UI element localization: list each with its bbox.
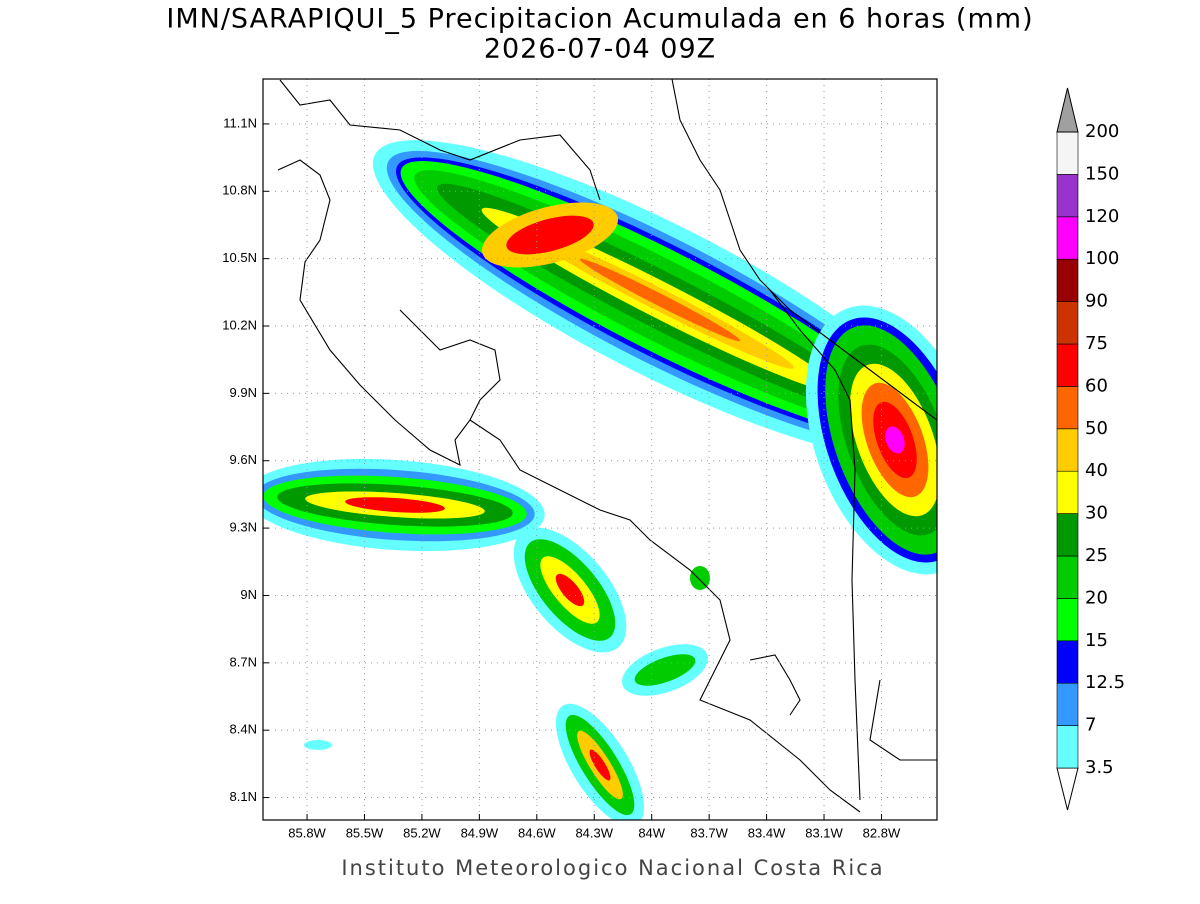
title: IMN/SARAPIQUI_5 Precipitacion Acumulada … <box>166 4 1033 35</box>
lon-label: 85.2W <box>403 825 441 840</box>
colorbar-label: 60 <box>1085 375 1108 396</box>
colorbar-segment <box>1056 131 1079 175</box>
lon-label: 84.6W <box>518 825 556 840</box>
colorbar-label: 12.5 <box>1085 672 1125 693</box>
precipitation-field <box>263 79 937 820</box>
lat-label: 10.8N <box>222 183 257 198</box>
footer: Instituto Meteorologico Nacional Costa R… <box>341 856 884 880</box>
colorbar-segment <box>1056 555 1079 599</box>
lat-label: 8.4N <box>230 722 257 737</box>
colorbar-label: 15 <box>1085 630 1108 651</box>
colorbar-segment <box>1056 725 1079 769</box>
colorbar-segment <box>1056 470 1079 514</box>
colorbar-label: 30 <box>1085 503 1108 524</box>
lat-label: 10.2N <box>222 317 257 332</box>
lon-label: 83.1W <box>805 825 843 840</box>
colorbar-label: 25 <box>1085 545 1108 566</box>
colorbar-segment <box>1056 428 1079 472</box>
lat-label: 10.5N <box>222 250 257 265</box>
lon-label: 83.4W <box>748 825 786 840</box>
colorbar-label: 150 <box>1085 163 1119 184</box>
lon-label: 84.3W <box>575 825 613 840</box>
colorbar: 3.5 7 12.5 15 20 25 30 40 50 60 75 90 100 120 150 200 <box>1056 87 1125 811</box>
colorbar-segment <box>1056 682 1079 726</box>
lon-label: 84.9W <box>461 825 499 840</box>
lat-label: 9.9N <box>230 385 257 400</box>
colorbar-segment <box>1056 640 1079 684</box>
colorbar-end <box>1056 767 1079 811</box>
lat-label: 9N <box>240 587 257 602</box>
colorbar-end <box>1056 87 1079 133</box>
lat-label: 8.7N <box>230 654 257 669</box>
colorbar-label: 200 <box>1085 121 1119 142</box>
lon-label: 83.7W <box>690 825 728 840</box>
colorbar-segment <box>1056 598 1079 642</box>
grid: 11.1N 10.8N 10.5N 10.2N 9.9N 9.6N 9.3N 9N 8.7N 8.… <box>222 79 937 840</box>
colorbar-label: 20 <box>1085 587 1108 608</box>
lat-label: 9.6N <box>230 452 257 467</box>
colorbar-segment <box>1056 301 1079 345</box>
lat-label: 9.3N <box>230 520 257 535</box>
colorbar-label: 3.5 <box>1085 757 1114 778</box>
colorbar-label: 100 <box>1085 248 1119 269</box>
subtitle: 2026-07-04 09Z <box>484 34 716 65</box>
lat-label: 11.1N <box>223 115 257 130</box>
colorbar-segment <box>1056 386 1079 430</box>
colorbar-label: 90 <box>1085 291 1108 312</box>
colorbar-segment <box>1056 513 1079 557</box>
map-frame <box>262 78 938 821</box>
colorbar-segment <box>1056 343 1079 387</box>
lon-label: 84W <box>638 825 665 840</box>
lon-label: 85.5W <box>346 825 384 840</box>
colorbar-segment <box>1056 174 1079 218</box>
colorbar-label: 50 <box>1085 418 1108 439</box>
colorbar-label: 7 <box>1085 715 1096 736</box>
colorbar-label: 120 <box>1085 206 1119 227</box>
lat-label: 8.1N <box>230 789 257 804</box>
colorbar-segment <box>1056 216 1079 260</box>
lon-label: 82.8W <box>863 825 901 840</box>
lon-label: 85.8W <box>288 825 326 840</box>
colorbar-segment <box>1056 258 1079 302</box>
colorbar-label: 75 <box>1085 333 1108 354</box>
colorbar-label: 40 <box>1085 460 1108 481</box>
